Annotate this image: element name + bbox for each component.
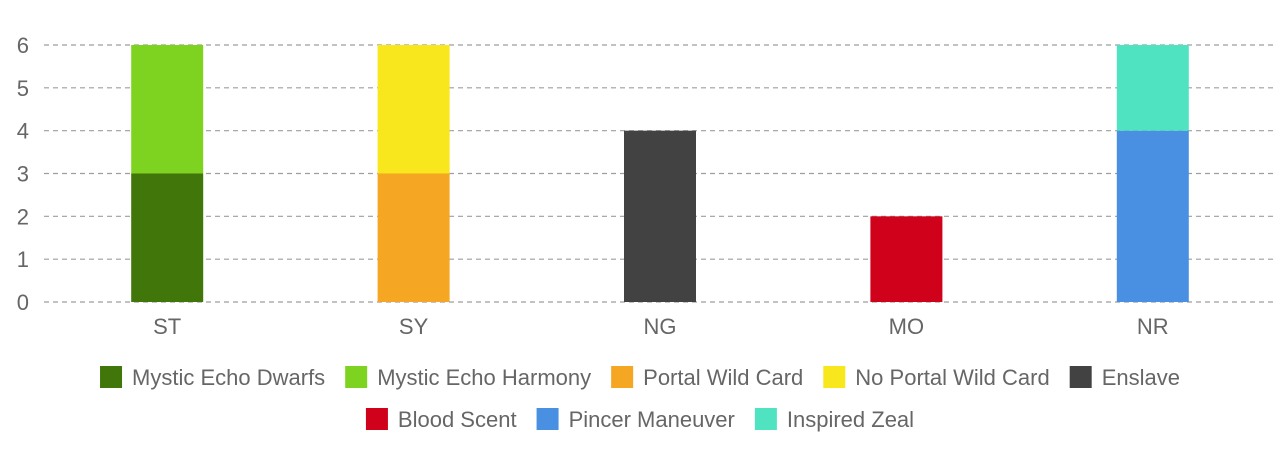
legend-item[interactable]: Blood Scent bbox=[365, 407, 517, 432]
legend-label: Blood Scent bbox=[398, 407, 517, 432]
legend-item[interactable]: Mystic Echo Harmony bbox=[345, 365, 591, 390]
x-tick-label: ST bbox=[153, 314, 181, 339]
bar-segment bbox=[870, 216, 943, 302]
legend-swatch bbox=[611, 366, 634, 388]
y-tick-label: 3 bbox=[17, 162, 29, 187]
legend-swatch bbox=[100, 366, 123, 388]
legend: Mystic Echo Dwarfs Mystic Echo Harmony Por… bbox=[100, 365, 1180, 432]
bar-segment bbox=[377, 173, 450, 302]
bars bbox=[131, 45, 1189, 302]
bar-segment bbox=[131, 173, 204, 302]
bar-segment bbox=[377, 45, 450, 174]
y-tick-label: 1 bbox=[17, 247, 29, 272]
legend-item[interactable]: Portal Wild Card bbox=[611, 365, 803, 390]
legend-swatch bbox=[754, 408, 777, 430]
legend-swatch bbox=[823, 366, 846, 388]
x-tick-label: NG bbox=[644, 314, 677, 339]
y-tick-label: 6 bbox=[17, 33, 29, 58]
x-tick-label: SY bbox=[399, 314, 429, 339]
legend-swatch bbox=[536, 408, 559, 430]
bar-segment bbox=[1116, 45, 1189, 131]
legend-swatch bbox=[365, 408, 388, 430]
legend-label: Portal Wild Card bbox=[643, 365, 803, 390]
legend-item[interactable]: Mystic Echo Dwarfs bbox=[100, 365, 325, 390]
y-tick-label: 5 bbox=[17, 76, 29, 101]
legend-item[interactable]: Pincer Maneuver bbox=[536, 407, 735, 432]
legend-swatch bbox=[345, 366, 368, 388]
legend-swatch bbox=[1069, 366, 1092, 388]
y-tick-label: 0 bbox=[17, 290, 29, 315]
x-tick-label: MO bbox=[889, 314, 924, 339]
legend-label: Mystic Echo Dwarfs bbox=[132, 365, 325, 390]
legend-label: Mystic Echo Harmony bbox=[377, 365, 591, 390]
legend-item[interactable]: Inspired Zeal bbox=[754, 407, 914, 432]
y-axis-ticks: 0 1 2 3 4 5 6 bbox=[17, 33, 29, 315]
x-tick-label: NR bbox=[1137, 314, 1169, 339]
legend-label: Enslave bbox=[1102, 365, 1180, 390]
x-axis-ticks: ST SY NG MO NR bbox=[153, 314, 1169, 339]
bar-segment bbox=[1116, 130, 1189, 302]
y-tick-label: 2 bbox=[17, 204, 29, 229]
legend-item[interactable]: Enslave bbox=[1069, 365, 1180, 390]
legend-label: Inspired Zeal bbox=[787, 407, 914, 432]
legend-label: No Portal Wild Card bbox=[855, 365, 1049, 390]
legend-item[interactable]: No Portal Wild Card bbox=[823, 365, 1050, 390]
y-tick-label: 4 bbox=[17, 119, 29, 144]
bar-segment bbox=[624, 130, 696, 302]
bar-segment bbox=[131, 45, 204, 174]
legend-label: Pincer Maneuver bbox=[569, 407, 735, 432]
